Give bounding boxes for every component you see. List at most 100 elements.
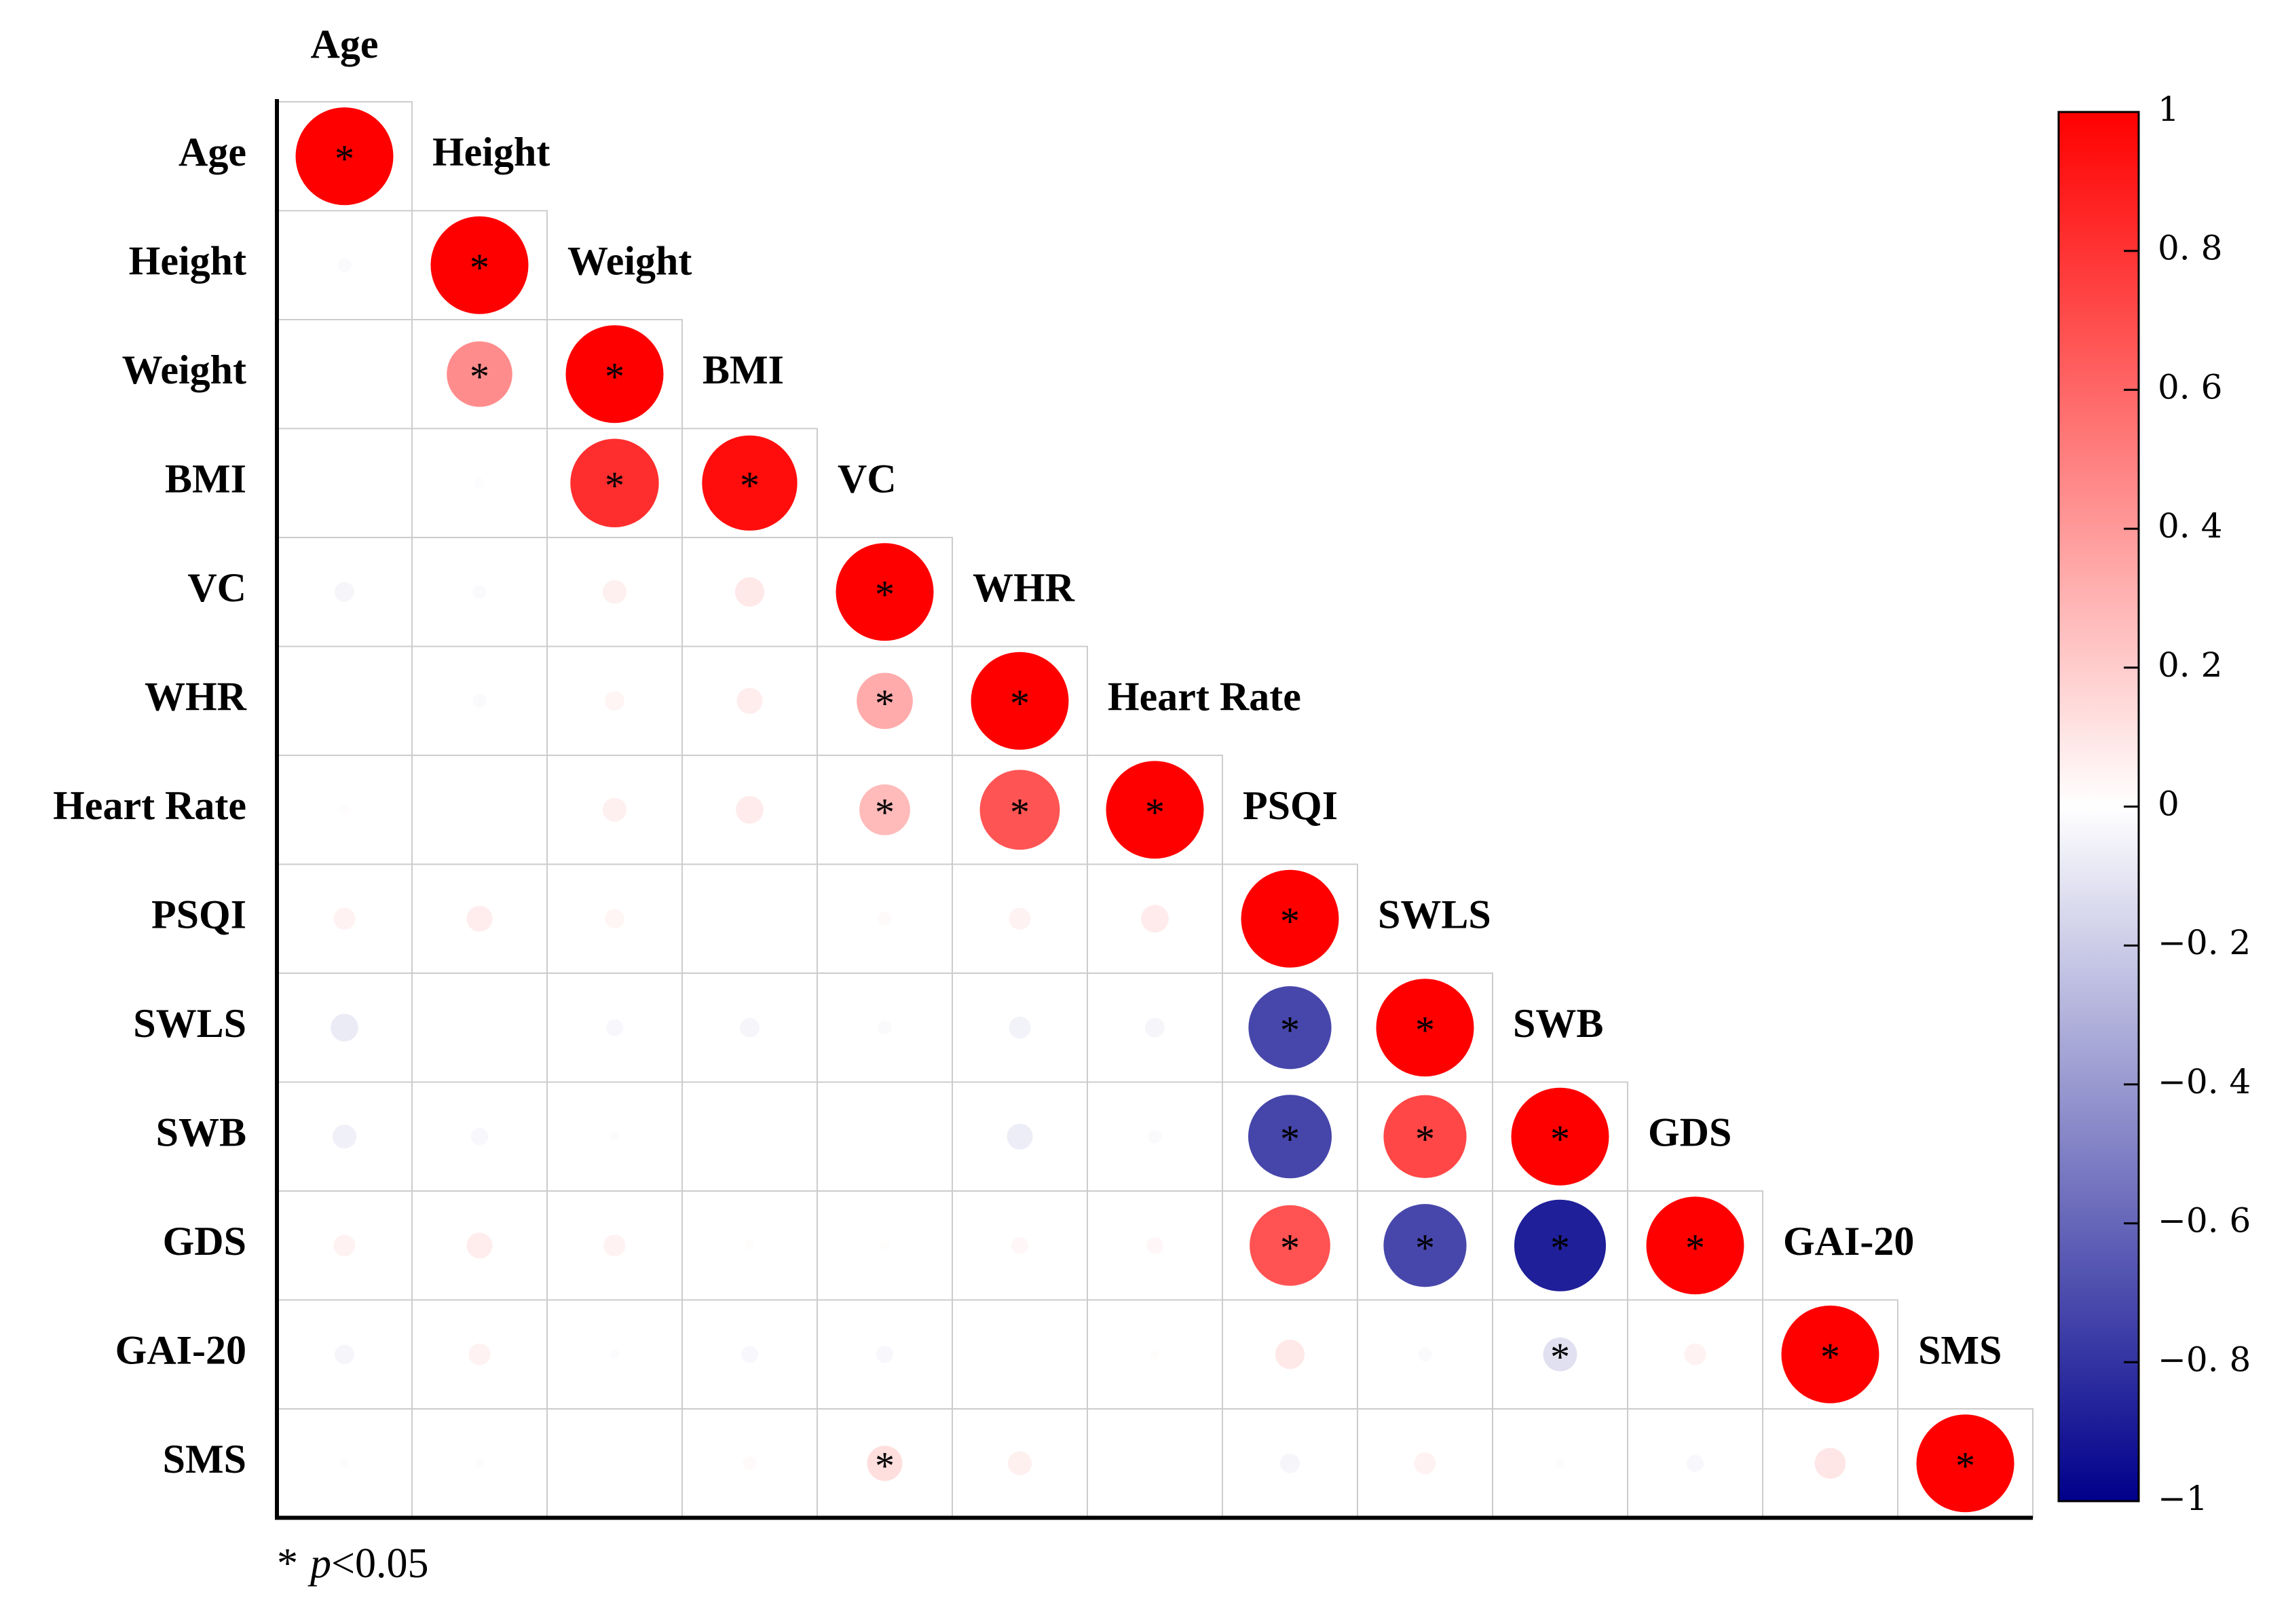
row-label: VC: [187, 565, 246, 610]
column-label: GDS: [1648, 1110, 1731, 1155]
row-label: SWLS: [133, 1001, 246, 1046]
colorbar-tick-label: 0: [2158, 785, 2179, 824]
corr-circle: [466, 905, 493, 932]
sig-marker: *: [1415, 1226, 1435, 1270]
corr-circle: [1383, 1204, 1467, 1287]
sig-marker: *: [1280, 1226, 1300, 1270]
corr-circle: [474, 1458, 485, 1469]
corr-circle: [1009, 1017, 1031, 1039]
corr-circle: [331, 1013, 358, 1042]
cell: [276, 319, 413, 430]
corr-circle: [339, 805, 350, 815]
sig-marker: *: [605, 355, 624, 399]
row-label: PSQI: [151, 892, 246, 937]
corr-circle: [1414, 1452, 1436, 1475]
row-label: GDS: [163, 1219, 246, 1264]
corr-circle: [1150, 1349, 1160, 1359]
corr-circle: [1646, 1196, 1744, 1295]
corr-circle: [1009, 907, 1031, 930]
cell: [952, 1299, 1088, 1410]
corr-circle: [603, 1234, 626, 1257]
corr-circle: [971, 652, 1069, 750]
corr-circle: [602, 797, 627, 822]
corr-circle: [1007, 1451, 1032, 1475]
row-label: SWB: [156, 1110, 246, 1155]
corr-circle: [1814, 1448, 1846, 1479]
corr-circle: [1250, 1205, 1330, 1286]
sig-marker: *: [1280, 899, 1300, 943]
footnote-part: *: [277, 1541, 298, 1587]
row-label: Age: [179, 130, 246, 174]
corr-circle: [332, 1125, 357, 1149]
corr-circle: [1241, 869, 1339, 968]
column-label: VC: [838, 457, 897, 502]
corr-circle: [878, 1021, 892, 1035]
column-label: SMS: [1918, 1328, 2002, 1373]
corr-circle: [337, 258, 352, 272]
corr-circle: [447, 341, 512, 407]
corr-circle: [430, 216, 529, 314]
corr-circle: [335, 1344, 354, 1365]
corr-circle: [1376, 979, 1474, 1077]
footnote-part: <0.05: [331, 1541, 428, 1587]
sig-marker: *: [1010, 791, 1030, 835]
sig-marker: *: [1415, 1008, 1435, 1053]
sig-marker: *: [875, 1444, 895, 1488]
sig-marker: *: [605, 464, 624, 508]
corr-circle: [605, 909, 624, 929]
corr-circle: [570, 438, 659, 527]
colorbar-tick-label: −0. 8: [2158, 1340, 2251, 1379]
row-label: Height: [129, 239, 246, 284]
row-label: Heart Rate: [53, 783, 246, 828]
corr-circle: [565, 325, 664, 423]
sig-marker: *: [1820, 1335, 1840, 1379]
corr-circle: [1007, 1123, 1033, 1150]
column-label: WHR: [973, 565, 1075, 610]
sig-marker: *: [875, 791, 895, 835]
corr-circle: [1555, 1458, 1565, 1469]
corr-circle: [1248, 1095, 1332, 1179]
sig-marker: *: [1550, 1226, 1570, 1270]
corr-circle: [1145, 1017, 1165, 1038]
colorbar-tick-label: 0. 6: [2158, 367, 2222, 407]
column-label: BMI: [702, 347, 784, 392]
column-label: Weight: [567, 239, 692, 284]
corr-circle: [333, 907, 356, 930]
sig-marker: *: [1415, 1117, 1435, 1161]
corr-circle: [1148, 1129, 1162, 1144]
corr-circle: [702, 435, 798, 531]
corr-circle: [474, 478, 485, 488]
corr-circle: [859, 784, 910, 835]
cell: [681, 1081, 818, 1192]
corr-circle: [745, 1241, 755, 1251]
cell: [411, 972, 548, 1083]
corr-circle: [602, 580, 627, 604]
corr-circle: [1511, 1087, 1609, 1186]
sig-marker: *: [875, 573, 895, 617]
corr-circle: [740, 1017, 760, 1038]
corr-circle: [333, 1234, 356, 1257]
corr-circle: [867, 1446, 903, 1481]
corr-circle: [1543, 1337, 1577, 1372]
corr-circle: [876, 1346, 893, 1363]
corr-circle: [295, 107, 394, 206]
corr-circle: [743, 1456, 757, 1471]
cell: [817, 1081, 953, 1192]
corr-circle: [734, 577, 765, 607]
colorbar-tick-label: 0. 2: [2158, 645, 2222, 685]
colorbar-tick-label: −0. 4: [2158, 1062, 2251, 1101]
sig-marker: *: [875, 681, 895, 725]
corr-circle: [1514, 1199, 1607, 1291]
corr-circle: [1011, 1236, 1028, 1254]
row-label: BMI: [165, 457, 246, 502]
sig-marker: *: [740, 464, 760, 508]
sig-marker: *: [335, 137, 354, 181]
row-label: GAI-20: [115, 1328, 246, 1373]
column-label: GAI-20: [1783, 1219, 1914, 1264]
corr-circle: [610, 1349, 620, 1359]
sig-marker: *: [1010, 681, 1030, 725]
corr-circle: [880, 1241, 890, 1251]
sig-marker: *: [1145, 791, 1165, 835]
column-label: Heart Rate: [1108, 675, 1301, 719]
sig-marker: *: [1550, 1335, 1570, 1379]
